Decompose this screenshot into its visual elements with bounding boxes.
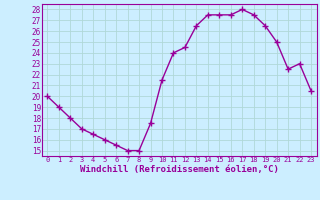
X-axis label: Windchill (Refroidissement éolien,°C): Windchill (Refroidissement éolien,°C) <box>80 165 279 174</box>
